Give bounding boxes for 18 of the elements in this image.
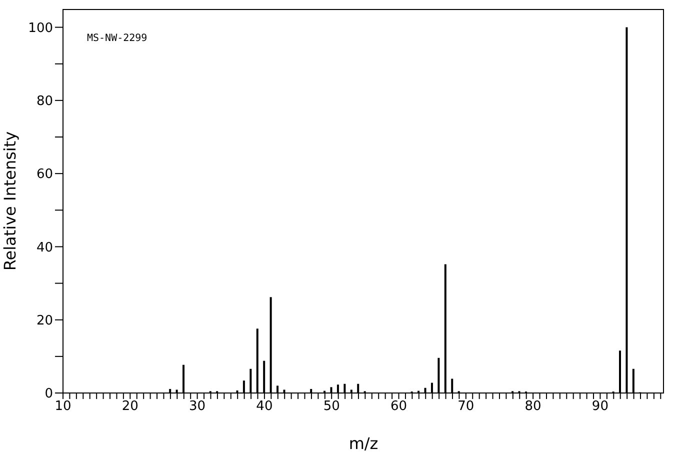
x-tick-label: 30: [189, 399, 206, 414]
x-tick-label: 50: [323, 399, 340, 414]
x-tick-label: 80: [524, 399, 542, 414]
y-tick-label: 20: [36, 313, 53, 328]
x-tick-label: 90: [592, 399, 608, 414]
y-tick-label: 80: [36, 94, 53, 110]
y-tick-label: 100: [28, 20, 53, 36]
x-tick-label: 40: [256, 399, 273, 414]
x-tick-label: 70: [458, 399, 474, 414]
x-axis-title: m/z: [348, 434, 378, 453]
y-tick-label: 40: [36, 240, 53, 256]
y-tick-label: 0: [44, 386, 53, 402]
y-tick-label: 60: [36, 167, 53, 182]
x-tick-label: 10: [54, 399, 72, 414]
y-axis-title: Relative Intensity: [0, 131, 20, 271]
x-tick-label: 20: [122, 399, 138, 414]
annotation: MS-NW-2299: [87, 33, 148, 44]
x-tick-label: 60: [390, 399, 408, 414]
